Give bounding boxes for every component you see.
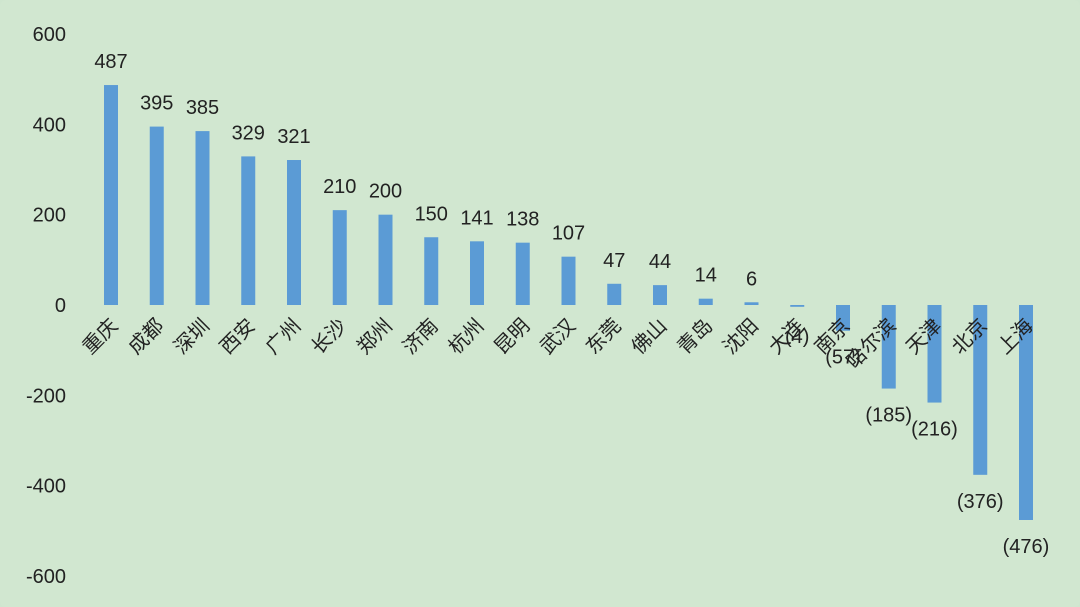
x-tick-label: 昆明 <box>489 314 534 359</box>
x-tick-label: 重庆 <box>77 314 122 359</box>
bar <box>195 131 210 305</box>
x-tick-label: 长沙 <box>306 314 351 359</box>
data-label: (57) <box>825 347 861 369</box>
data-label: (185) <box>865 405 912 427</box>
data-label: 395 <box>140 93 173 115</box>
x-tick-label: 西安 <box>215 314 260 359</box>
bar <box>698 298 713 305</box>
data-label: 321 <box>277 126 310 148</box>
data-label: (476) <box>1003 536 1050 558</box>
bar <box>149 126 164 305</box>
bars <box>104 85 1033 520</box>
bar <box>332 210 347 305</box>
data-label: 138 <box>506 209 539 231</box>
data-label: (376) <box>957 491 1004 513</box>
bar <box>424 237 439 305</box>
x-tick-label: 成都 <box>123 314 168 359</box>
bar <box>241 156 256 305</box>
y-tick-label: -200 <box>26 385 66 407</box>
x-tick-label: 沈阳 <box>718 314 763 359</box>
bar <box>378 214 393 305</box>
data-label: 44 <box>649 251 671 273</box>
bar <box>287 160 301 305</box>
data-label: 385 <box>186 97 219 119</box>
data-label: 200 <box>369 181 402 203</box>
x-tick-label: 武汉 <box>535 314 580 359</box>
y-tick-label: 200 <box>33 205 66 227</box>
x-tick-label: 深圳 <box>169 314 214 359</box>
x-tick-label: 大连 <box>764 314 809 359</box>
y-tick-label: 600 <box>33 24 66 46</box>
y-tick-label: 0 <box>55 295 66 317</box>
bar <box>927 305 942 403</box>
y-tick-label: -600 <box>26 566 66 588</box>
data-label: 141 <box>460 207 493 229</box>
bar <box>607 283 622 305</box>
bar <box>744 302 759 305</box>
y-tick-label: 400 <box>33 114 66 136</box>
x-tick-label: 青岛 <box>672 314 717 359</box>
bar <box>470 241 484 305</box>
bar <box>790 305 805 307</box>
bar <box>881 305 896 389</box>
data-label: (216) <box>911 419 958 441</box>
data-label: 150 <box>415 203 448 225</box>
data-labels: 487 395 385 329 321 210 200 150 141 138 107 47 44 14 6… <box>94 51 1049 558</box>
data-label: 107 <box>552 223 585 245</box>
data-label: 6 <box>746 268 757 290</box>
data-label: 210 <box>323 176 356 198</box>
x-tick-label: 东莞 <box>581 314 626 359</box>
bar <box>973 305 988 475</box>
x-tick-label: 郑州 <box>352 314 397 359</box>
bar <box>836 305 850 331</box>
data-label: (4) <box>785 326 809 348</box>
y-axis-ticks: 600 400 200 0 -200 -400 -600 <box>26 24 66 588</box>
y-tick-label: -400 <box>26 476 66 498</box>
bar <box>1019 305 1033 520</box>
bar <box>104 85 118 305</box>
x-tick-label: 佛山 <box>626 314 671 359</box>
bar <box>561 256 576 305</box>
data-label: 329 <box>232 122 265 144</box>
data-label: 487 <box>94 51 127 73</box>
data-label: 47 <box>603 250 625 272</box>
bar <box>653 285 667 305</box>
data-label: 14 <box>695 265 717 287</box>
x-tick-label: 杭州 <box>443 314 488 359</box>
x-tick-label: 济南 <box>398 314 443 359</box>
x-tick-label: 广州 <box>260 314 305 359</box>
bar <box>515 242 530 305</box>
